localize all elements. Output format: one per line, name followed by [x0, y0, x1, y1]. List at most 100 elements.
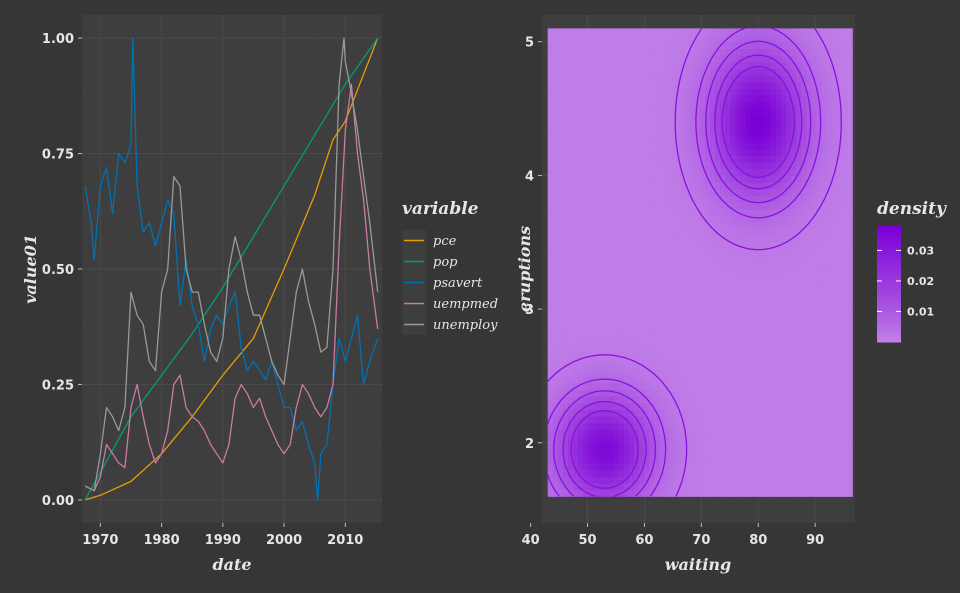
heatmap-tile — [623, 222, 630, 230]
heatmap-tile — [623, 275, 630, 283]
heatmap-tile — [654, 282, 660, 290]
heatmap-tile — [578, 248, 584, 257]
heatmap-tile — [740, 222, 747, 230]
heatmap-tile — [659, 262, 665, 270]
heatmap-tile — [628, 41, 635, 50]
heatmap-tile — [557, 369, 564, 377]
heatmap-tile — [847, 309, 853, 317]
heatmap-tile — [735, 362, 742, 370]
heatmap-tile — [578, 41, 584, 50]
heatmap-tile — [689, 68, 696, 76]
heatmap-tile — [710, 282, 716, 290]
heatmap-tile — [842, 188, 848, 197]
heatmap-tile — [603, 195, 610, 203]
heatmap-tile — [567, 88, 574, 96]
density-legend: density 0.010.020.03 — [877, 199, 947, 343]
heatmap-tile — [608, 262, 615, 270]
heatmap-tile — [613, 295, 620, 304]
heatmap-tile — [831, 55, 838, 63]
heatmap-tile — [836, 208, 843, 217]
heatmap-tile — [806, 142, 813, 150]
heatmap-tile — [679, 335, 686, 344]
heatmap-tile — [806, 482, 813, 491]
heatmap-tile — [552, 168, 559, 177]
heatmap-tile — [573, 409, 579, 417]
heatmap-tile — [608, 396, 615, 404]
heatmap-tile — [811, 108, 818, 116]
heatmap-tile — [674, 295, 681, 304]
heatmap-tile — [765, 262, 772, 270]
heatmap-tile — [811, 61, 818, 70]
heatmap-tile — [623, 202, 630, 210]
heatmap-tile — [781, 449, 787, 457]
heatmap-tile — [842, 396, 848, 404]
heatmap-tile — [583, 48, 589, 56]
heatmap-tile — [730, 482, 737, 491]
heatmap-tile — [547, 456, 554, 464]
heatmap-tile — [618, 135, 625, 143]
heatmap-tile — [679, 75, 686, 83]
heatmap-tile — [831, 95, 838, 103]
heatmap-tile — [664, 175, 671, 183]
heatmap-tile — [750, 228, 757, 237]
heatmap-tile — [689, 142, 696, 150]
colorbar-segment — [877, 315, 901, 320]
heatmap-tile — [654, 182, 660, 190]
heatmap-tile — [740, 28, 747, 36]
heatmap-tile — [608, 162, 615, 170]
heatmap-tile — [806, 335, 813, 344]
heatmap-tile — [791, 482, 797, 491]
heatmap-tile — [664, 135, 671, 143]
heatmap-tile — [750, 382, 757, 390]
heatmap-tile — [816, 355, 823, 364]
heatmap-tile — [725, 335, 731, 344]
heatmap-tile — [674, 369, 681, 377]
heatmap-tile — [796, 302, 803, 310]
series-line-pop — [84, 37, 379, 501]
heatmap-tile — [557, 456, 564, 464]
heatmap-tile — [826, 275, 833, 283]
heatmap-tile — [836, 68, 843, 76]
heatmap-tile — [623, 429, 630, 437]
heatmap-tile — [765, 362, 772, 370]
heatmap-tile — [684, 235, 691, 243]
heatmap-tile — [654, 142, 660, 150]
heatmap-tile — [578, 335, 584, 344]
heatmap-tile — [786, 416, 792, 424]
heatmap-tile — [781, 41, 787, 50]
heatmap-tile — [816, 41, 823, 50]
heatmap-tile — [623, 476, 630, 484]
heatmap-tile — [694, 382, 701, 390]
heatmap-tile — [705, 409, 711, 417]
heatmap-tile — [826, 168, 833, 177]
heatmap-tile — [750, 248, 757, 257]
heatmap-tile — [618, 302, 625, 310]
heatmap-tile — [791, 416, 797, 424]
heatmap-tile — [567, 48, 574, 56]
heatmap-tile — [654, 469, 660, 477]
heatmap-tile — [588, 108, 594, 116]
heatmap-tile — [740, 382, 747, 390]
heatmap-tile — [765, 416, 772, 424]
heatmap-tile — [644, 429, 650, 437]
heatmap-tile — [669, 476, 676, 484]
heatmap-tile — [847, 442, 853, 451]
heatmap-tile — [740, 456, 747, 464]
heatmap-tile — [730, 108, 737, 116]
heatmap-tile — [760, 235, 767, 243]
heatmap-tile — [730, 456, 737, 464]
heatmap-tile — [547, 315, 554, 324]
heatmap-tile — [567, 476, 574, 484]
heatmap-tile — [664, 469, 671, 477]
heatmap-tile — [811, 162, 818, 170]
heatmap-tile — [730, 335, 737, 344]
heatmap-tile — [578, 389, 584, 397]
heatmap-tile — [613, 162, 620, 170]
heatmap-tile — [562, 28, 569, 36]
heatmap-tile — [710, 242, 716, 250]
heatmap-tile — [659, 282, 665, 290]
heatmap-tile — [786, 295, 792, 304]
heatmap-tile — [821, 68, 828, 76]
heatmap-tile — [654, 449, 660, 457]
heatmap-tile — [598, 289, 605, 297]
